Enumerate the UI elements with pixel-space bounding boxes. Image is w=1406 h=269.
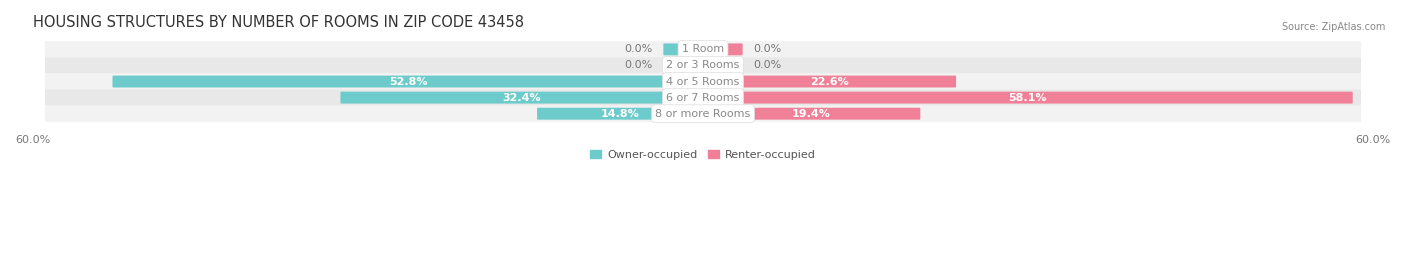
FancyBboxPatch shape <box>664 59 703 71</box>
Text: Source: ZipAtlas.com: Source: ZipAtlas.com <box>1281 22 1385 31</box>
FancyBboxPatch shape <box>45 41 1361 58</box>
FancyBboxPatch shape <box>703 43 742 55</box>
Legend: Owner-occupied, Renter-occupied: Owner-occupied, Renter-occupied <box>586 146 820 165</box>
Text: 22.6%: 22.6% <box>810 76 849 87</box>
Text: 2 or 3 Rooms: 2 or 3 Rooms <box>666 61 740 70</box>
Text: 52.8%: 52.8% <box>389 76 427 87</box>
Text: 0.0%: 0.0% <box>754 61 782 70</box>
Text: 1 Room: 1 Room <box>682 44 724 54</box>
FancyBboxPatch shape <box>703 76 956 87</box>
FancyBboxPatch shape <box>537 108 703 120</box>
Text: 14.8%: 14.8% <box>600 109 640 119</box>
Text: 19.4%: 19.4% <box>792 109 831 119</box>
Text: 4 or 5 Rooms: 4 or 5 Rooms <box>666 76 740 87</box>
Text: 58.1%: 58.1% <box>1008 93 1047 102</box>
FancyBboxPatch shape <box>703 59 742 71</box>
Text: 6 or 7 Rooms: 6 or 7 Rooms <box>666 93 740 102</box>
FancyBboxPatch shape <box>112 76 703 87</box>
FancyBboxPatch shape <box>340 92 703 104</box>
Text: 0.0%: 0.0% <box>624 44 652 54</box>
FancyBboxPatch shape <box>45 105 1361 122</box>
Text: 0.0%: 0.0% <box>754 44 782 54</box>
Text: 32.4%: 32.4% <box>503 93 541 102</box>
FancyBboxPatch shape <box>664 43 703 55</box>
FancyBboxPatch shape <box>45 73 1361 90</box>
FancyBboxPatch shape <box>45 89 1361 106</box>
FancyBboxPatch shape <box>703 108 921 120</box>
Text: 0.0%: 0.0% <box>624 61 652 70</box>
FancyBboxPatch shape <box>703 92 1353 104</box>
FancyBboxPatch shape <box>45 57 1361 74</box>
Text: HOUSING STRUCTURES BY NUMBER OF ROOMS IN ZIP CODE 43458: HOUSING STRUCTURES BY NUMBER OF ROOMS IN… <box>32 15 523 30</box>
Text: 8 or more Rooms: 8 or more Rooms <box>655 109 751 119</box>
